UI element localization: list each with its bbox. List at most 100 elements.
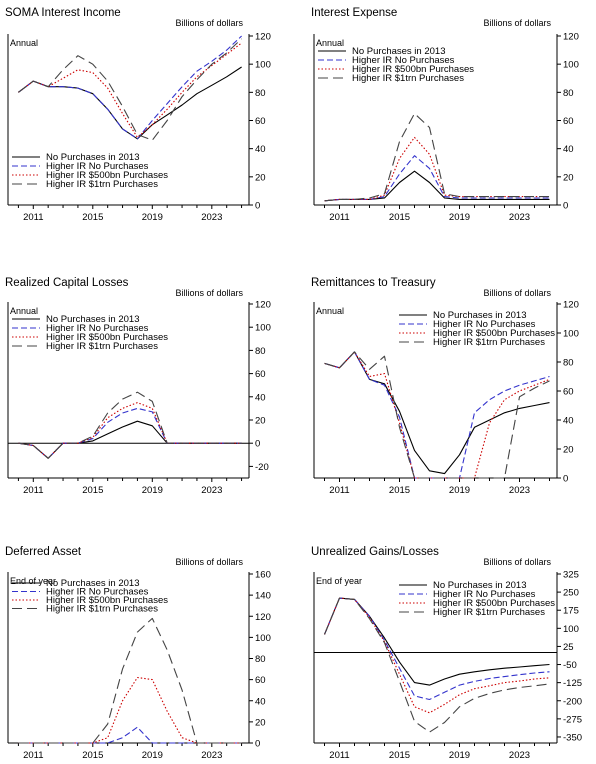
x-tick-label: 2023 xyxy=(509,212,530,223)
legend-label: Higher IR No Purchases xyxy=(433,589,536,600)
y-tick-label: -20 xyxy=(255,462,269,473)
period-label: Annual xyxy=(316,306,344,316)
x-tick-label: 2023 xyxy=(509,750,530,761)
legend-label: Higher IR $500bn Purchases xyxy=(352,64,474,75)
x-tick-label: 2023 xyxy=(201,750,222,761)
y-tick-label: 80 xyxy=(563,88,574,99)
series-line-higher-ir-1trn-purchases xyxy=(323,597,550,733)
legend-label: Higher IR $1trn Purchases xyxy=(433,337,545,348)
x-tick-label: 2011 xyxy=(329,750,349,761)
series-line-higher-ir-500bn-purchases xyxy=(323,597,550,714)
series-line-no-purchases-in-2013 xyxy=(324,351,550,475)
y-tick-label: 20 xyxy=(255,416,266,427)
x-tick-label: 2019 xyxy=(142,750,163,761)
series-line-higher-ir-500bn-purchases xyxy=(18,42,242,138)
unit-label: Billions of dollars xyxy=(483,18,551,28)
legend-label: No Purchases in 2013 xyxy=(46,578,139,589)
y-tick-label: 120 xyxy=(255,300,271,311)
chart-title: Interest Expense xyxy=(311,7,397,19)
series-line-higher-ir-no-purchases xyxy=(324,351,550,479)
y-tick-label: -50 xyxy=(563,660,577,671)
series-line-higher-ir-no-purchases xyxy=(18,407,242,459)
chart-title: Unrealized Gains/Losses xyxy=(311,546,439,558)
legend-label: Higher IR $1trn Purchases xyxy=(46,179,158,190)
y-tick-label: -350 xyxy=(563,732,582,743)
x-tick-label: 2023 xyxy=(509,485,530,496)
series-line-higher-ir-1trn-purchases xyxy=(18,38,242,141)
period-label: Annual xyxy=(316,38,344,48)
y-tick-label: 40 xyxy=(255,144,266,155)
y-tick-label: 20 xyxy=(563,172,574,183)
y-tick-label: 20 xyxy=(563,445,574,456)
legend-label: Higher IR $1trn Purchases xyxy=(46,341,158,352)
x-tick-label: 2023 xyxy=(201,212,222,223)
x-tick-label: 2011 xyxy=(23,485,43,496)
y-tick-label: 40 xyxy=(255,392,266,403)
legend-label: Higher IR $500bn Purchases xyxy=(433,598,555,609)
chart-panel-realized-capital-losses: Realized Capital Losses Billions of dolla… xyxy=(5,277,271,496)
series-line-no-purchases-in-2013 xyxy=(18,66,242,140)
y-tick-label: 60 xyxy=(255,369,266,380)
y-tick-label: 100 xyxy=(255,323,271,334)
chart-panel-deferred-asset: Deferred Asset Billions of dollars End of … xyxy=(5,546,271,761)
legend-label: No Purchases in 2013 xyxy=(352,46,445,57)
x-tick-label: 2015 xyxy=(389,750,410,761)
y-tick-label: 25 xyxy=(563,642,574,653)
legend-label: Higher IR $500bn Purchases xyxy=(46,332,168,343)
legend-label: Higher IR $1trn Purchases xyxy=(352,73,464,84)
y-tick-label: 60 xyxy=(255,116,266,127)
x-tick-label: 2019 xyxy=(142,212,163,223)
chart-panel-interest-expense: Interest Expense Billions of dollars Annua… xyxy=(311,7,579,223)
chart-title: SOMA Interest Income xyxy=(5,7,121,19)
legend-label: Higher IR $1trn Purchases xyxy=(433,607,545,618)
y-tick-label: 60 xyxy=(563,116,574,127)
x-tick-label: 2019 xyxy=(142,485,163,496)
legend-label: No Purchases in 2013 xyxy=(433,310,526,321)
y-tick-label: 40 xyxy=(563,416,574,427)
unit-label: Billions of dollars xyxy=(175,557,243,567)
x-tick-label: 2011 xyxy=(329,485,349,496)
y-tick-label: 100 xyxy=(255,633,271,644)
y-tick-label: 120 xyxy=(563,32,579,43)
legend-label: Higher IR No Purchases xyxy=(46,323,149,334)
y-tick-label: 0 xyxy=(563,201,568,212)
y-tick-label: 60 xyxy=(563,387,574,398)
series-line-higher-ir-500bn-purchases xyxy=(324,136,550,202)
y-tick-label: 0 xyxy=(255,739,260,750)
legend-label: No Purchases in 2013 xyxy=(433,580,526,591)
y-tick-label: 40 xyxy=(563,144,574,155)
chart-panel-unrealized-gains-losses: Unrealized Gains/Losses Billions of dolla… xyxy=(311,546,582,761)
series-line-higher-ir-1trn-purchases xyxy=(324,351,550,479)
y-tick-label: 120 xyxy=(255,32,271,43)
series-line-higher-ir-no-purchases xyxy=(18,35,242,140)
series-line-higher-ir-1trn-purchases xyxy=(18,617,242,744)
chart-title: Remittances to Treasury xyxy=(311,277,436,289)
y-tick-label: 0 xyxy=(563,474,568,485)
series-line-higher-ir-no-purchases xyxy=(324,155,550,202)
y-tick-label: 40 xyxy=(255,696,266,707)
x-tick-label: 2023 xyxy=(201,485,222,496)
series-line-higher-ir-1trn-purchases xyxy=(324,112,550,202)
x-tick-label: 2011 xyxy=(23,750,43,761)
legend-label: Higher IR $1trn Purchases xyxy=(46,604,158,615)
y-tick-label: -125 xyxy=(563,678,582,689)
x-tick-label: 2015 xyxy=(82,485,103,496)
y-tick-label: 120 xyxy=(255,612,271,623)
x-tick-label: 2015 xyxy=(389,485,410,496)
legend-label: Higher IR $500bn Purchases xyxy=(46,170,168,181)
y-tick-label: 20 xyxy=(255,172,266,183)
chart-panel-remittances-to-treasury: Remittances to Treasury Billions of dolla… xyxy=(311,277,579,496)
legend-label: Higher IR No Purchases xyxy=(352,55,455,66)
y-tick-label: 80 xyxy=(255,88,266,99)
period-label: End of year xyxy=(10,576,56,586)
y-tick-label: 80 xyxy=(255,654,266,665)
series-line-higher-ir-no-purchases xyxy=(323,597,550,701)
unit-label: Billions of dollars xyxy=(175,18,243,28)
unit-label: Billions of dollars xyxy=(483,557,551,567)
x-tick-label: 2019 xyxy=(449,750,470,761)
y-tick-label: 100 xyxy=(563,60,579,71)
y-tick-label: 60 xyxy=(255,675,266,686)
